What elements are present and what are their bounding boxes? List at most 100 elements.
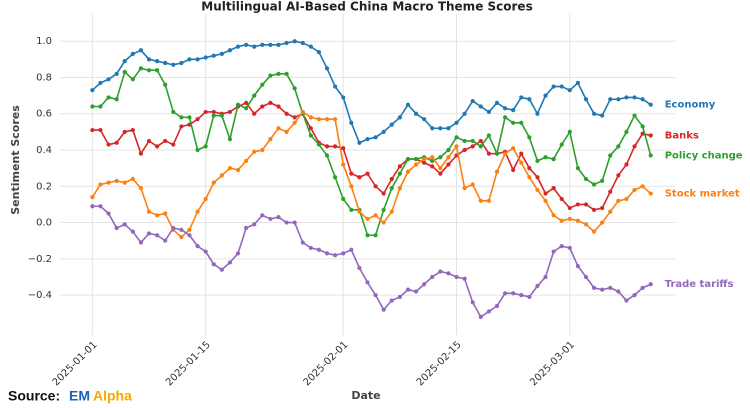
data-point: [268, 216, 273, 222]
data-point: [430, 164, 435, 169]
data-point: [640, 285, 645, 290]
data-point: [535, 283, 540, 289]
data-point: [535, 111, 540, 116]
plot-area: Economy Banks Policy change Stock market Tra…: [90, 39, 743, 319]
y-tick-label: 0.0: [36, 218, 52, 229]
data-point: [470, 182, 475, 187]
data-point: [227, 137, 233, 142]
data-point: [341, 162, 346, 167]
data-point: [179, 234, 184, 240]
data-point: [381, 207, 386, 212]
data-point: [559, 244, 564, 249]
data-point: [252, 93, 257, 98]
data-point: [90, 88, 95, 93]
data-point: [260, 147, 265, 153]
legend-label: Economy: [665, 100, 716, 111]
data-point: [122, 129, 127, 134]
data-point: [98, 204, 103, 209]
data-point: [90, 127, 95, 133]
data-point: [535, 175, 540, 180]
data-point: [244, 158, 249, 163]
data-point: [308, 44, 313, 49]
data-point: [155, 213, 160, 218]
data-point: [130, 77, 135, 82]
data-point: [486, 133, 491, 138]
data-point: [130, 127, 135, 133]
data-point: [292, 120, 297, 125]
data-point: [632, 113, 637, 118]
data-point: [567, 245, 572, 251]
data-point: [616, 144, 621, 149]
data-point: [591, 229, 597, 234]
data-point: [567, 88, 572, 93]
data-point: [114, 71, 119, 76]
data-point: [486, 151, 491, 156]
source-brand-alpha: Alpha: [93, 388, 132, 404]
data-point: [446, 126, 451, 131]
data-point: [527, 135, 532, 140]
data-point: [397, 115, 402, 120]
data-point: [365, 137, 370, 142]
data-point: [324, 251, 330, 256]
data-point: [624, 129, 629, 134]
data-point: [357, 140, 362, 145]
data-point: [502, 106, 508, 111]
data-point: [600, 113, 605, 118]
data-point: [130, 51, 135, 56]
data-point: [98, 80, 103, 86]
data-point: [616, 289, 621, 294]
data-point: [381, 307, 386, 312]
data-point: [98, 104, 103, 109]
data-point: [260, 82, 265, 87]
data-point: [616, 97, 621, 102]
data-point: [430, 155, 435, 160]
data-point: [519, 120, 524, 125]
y-tick-label: 0.8: [36, 72, 52, 83]
data-point: [624, 95, 629, 100]
data-point: [138, 240, 144, 245]
data-point: [591, 111, 597, 116]
data-point: [551, 249, 556, 254]
data-point: [640, 124, 645, 129]
data-point: [454, 144, 459, 149]
data-point: [478, 138, 483, 144]
data-point: [203, 55, 208, 60]
data-point: [381, 129, 386, 134]
source-brand-em: EM: [69, 388, 90, 404]
data-point: [583, 176, 589, 182]
data-point: [138, 186, 144, 191]
data-point: [284, 220, 289, 225]
data-point: [430, 274, 435, 280]
data-point: [583, 274, 589, 280]
data-point: [171, 109, 176, 115]
y-tick-label: −0.2: [28, 254, 52, 265]
data-point: [519, 151, 524, 156]
data-point: [373, 135, 378, 140]
data-point: [341, 146, 346, 151]
data-point: [559, 84, 564, 89]
data-point: [632, 187, 637, 193]
y-tick-label: 0.6: [36, 109, 52, 120]
data-point: [551, 186, 556, 191]
data-point: [511, 291, 516, 296]
data-point: [559, 218, 564, 223]
data-point: [300, 240, 305, 245]
data-point: [211, 109, 216, 115]
y-tick-label: 1.0: [36, 36, 52, 47]
series-line: [92, 101, 651, 211]
data-point: [219, 113, 224, 118]
data-point: [583, 97, 589, 102]
data-point: [106, 211, 111, 216]
data-point: [535, 158, 540, 163]
data-point: [90, 104, 95, 109]
data-point: [90, 195, 95, 200]
data-point: [284, 129, 289, 134]
data-point: [438, 171, 443, 176]
data-point: [333, 144, 338, 149]
data-point: [446, 147, 451, 153]
data-point: [389, 209, 394, 214]
data-point: [397, 294, 402, 300]
data-point: [365, 233, 370, 238]
data-point: [90, 204, 95, 209]
data-point: [171, 225, 176, 231]
